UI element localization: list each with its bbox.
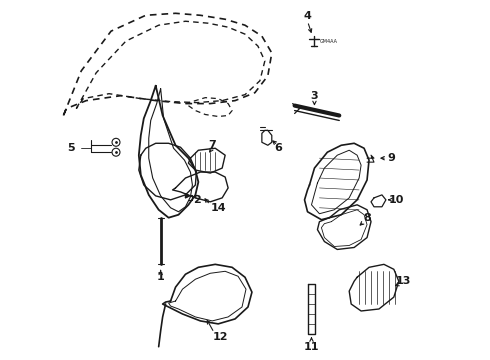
Text: 3: 3 bbox=[311, 91, 319, 101]
Text: 6: 6 bbox=[274, 143, 282, 153]
Text: 13: 13 bbox=[396, 276, 412, 286]
Text: 7: 7 bbox=[208, 140, 216, 150]
Text: 14: 14 bbox=[210, 203, 226, 213]
Polygon shape bbox=[185, 194, 190, 198]
Text: 8: 8 bbox=[363, 213, 371, 223]
Text: 4: 4 bbox=[304, 11, 312, 21]
Text: 12: 12 bbox=[213, 332, 228, 342]
Text: 5: 5 bbox=[68, 143, 75, 153]
Text: 1: 1 bbox=[157, 272, 165, 282]
Text: 9: 9 bbox=[387, 153, 395, 163]
Text: 2: 2 bbox=[194, 195, 201, 205]
Text: 10: 10 bbox=[389, 195, 405, 205]
Text: 11: 11 bbox=[304, 342, 319, 352]
Text: GM4AA: GM4AA bbox=[319, 39, 338, 44]
